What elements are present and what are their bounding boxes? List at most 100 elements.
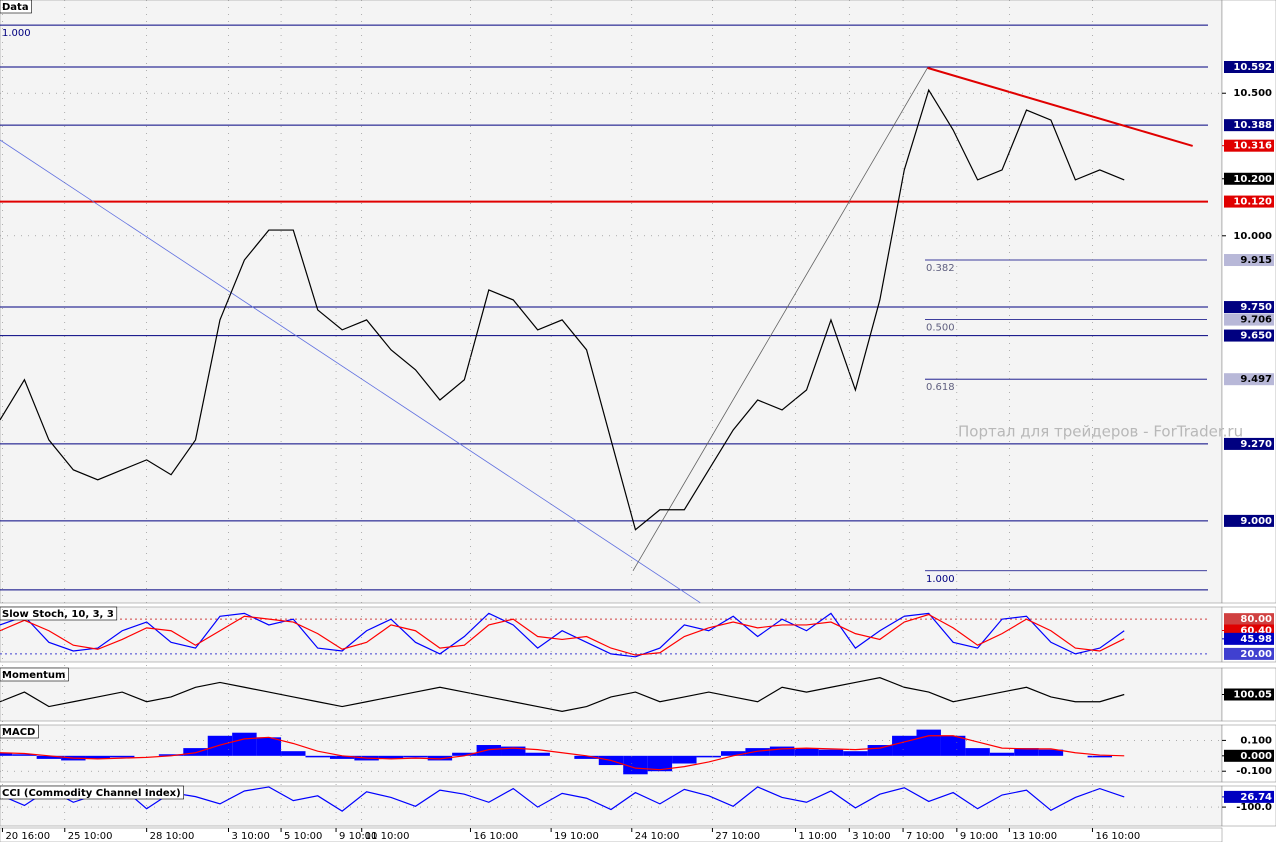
x-tick-label: 25 10:00 — [68, 831, 113, 842]
histogram-bar — [232, 732, 257, 756]
panel-title: Momentum — [2, 670, 65, 681]
axis-label: 9.497 — [1240, 374, 1272, 385]
histogram-bar — [183, 748, 208, 756]
axis-label: 9.270 — [1240, 439, 1272, 450]
x-tick-label: 9 10:00 — [960, 831, 998, 842]
y-tick-label: -0.100 — [1236, 766, 1272, 777]
axis-label: 10.316 — [1233, 141, 1272, 152]
histogram-bar — [769, 746, 795, 756]
axis-label: 100.05 — [1233, 690, 1272, 701]
x-tick-label: 16 10:00 — [473, 831, 518, 842]
axis-label: 26.74 — [1240, 792, 1272, 803]
histogram-bar — [256, 737, 282, 756]
histogram-bar — [818, 749, 844, 756]
axis-label: 10.592 — [1233, 62, 1272, 73]
axis-label-box — [1224, 514, 1274, 527]
histogram-bar — [647, 755, 673, 772]
x-tick-label: 11 10:00 — [365, 831, 410, 842]
x-tick-label: 3 10:00 — [232, 831, 270, 842]
axis-label: 10.200 — [1233, 174, 1272, 185]
histogram-bar — [476, 745, 502, 756]
series-line — [0, 735, 1125, 771]
histogram-bar — [0, 752, 13, 756]
fib-ratio: 0.618 — [926, 382, 955, 393]
histogram-bar — [12, 754, 37, 756]
histogram-bar — [916, 729, 941, 756]
x-tick-label: 16 10:00 — [1095, 831, 1140, 842]
histogram-bar — [574, 755, 599, 759]
histogram-bar — [501, 746, 526, 756]
panel-background — [0, 667, 1223, 722]
x-tick-label: 27 10:00 — [715, 831, 760, 842]
axis-label-box — [1224, 301, 1274, 314]
y-tick-label: 10.000 — [1233, 231, 1272, 242]
x-tick-label: 5 10:00 — [284, 831, 322, 842]
panel-title: Data — [2, 2, 29, 13]
histogram-bar — [305, 755, 330, 758]
axis-label-box — [1224, 61, 1274, 73]
panel-title: Slow Stoch, 10, 3, 3 — [2, 609, 114, 620]
histogram-bar — [329, 755, 355, 759]
axis-label: 60.40 — [1240, 626, 1272, 637]
histogram-bar — [525, 752, 550, 756]
axis-label-box — [1224, 688, 1274, 701]
panel-title: MACD — [2, 727, 35, 738]
trend-line — [927, 66, 1193, 147]
axis-label-box — [1224, 647, 1274, 660]
x-tick-label: 13 10:00 — [1012, 831, 1057, 842]
axis-label: 9.650 — [1240, 331, 1272, 342]
histogram-bar — [281, 751, 306, 756]
histogram-bar — [85, 755, 110, 759]
histogram-bar — [36, 755, 62, 759]
y-tick-label: 10.500 — [1233, 88, 1272, 99]
histogram-bar — [843, 751, 868, 756]
histogram-bar — [989, 752, 1015, 756]
panel-background — [0, 0, 1223, 604]
histogram-bar — [427, 755, 453, 761]
axis-label: 9.750 — [1240, 302, 1272, 313]
axis-label-box — [1224, 172, 1274, 185]
panel-title: CCI (Commodity Channel Index) — [2, 788, 181, 799]
fib-ratio: 1.000 — [926, 574, 955, 585]
panel-background — [0, 785, 1223, 827]
axis-label: 45.98 — [1240, 634, 1272, 645]
series-line — [0, 677, 1125, 712]
histogram-bar — [940, 735, 966, 756]
watermark: Портал для трейдеров - ForTrader.ru — [958, 423, 1243, 441]
axis-label-box — [1224, 329, 1274, 342]
axis-label: 9.915 — [1240, 255, 1272, 266]
axis-label-box — [1224, 373, 1274, 386]
histogram-bar — [672, 755, 697, 764]
panel-title-box — [0, 606, 118, 621]
series-line — [0, 786, 1125, 812]
x-tick-label: 20 16:00 — [5, 831, 50, 842]
histogram-bar — [207, 735, 233, 756]
histogram-bar — [892, 735, 917, 756]
fib-ratio: 0.500 — [926, 323, 955, 334]
histogram-bar — [867, 745, 893, 756]
axis-label-box — [1224, 632, 1274, 645]
x-tick-label: 7 10:00 — [906, 831, 944, 842]
x-tick-label: 3 10:00 — [852, 831, 890, 842]
axis-label: 80.00 — [1240, 614, 1272, 625]
y-tick-label: 0.100 — [1240, 735, 1272, 746]
axis-label-box — [1224, 119, 1274, 132]
histogram-bar — [109, 755, 135, 758]
axis-label-box — [1224, 195, 1274, 208]
panel-title-box — [0, 724, 39, 739]
x-tick-label: 9 10:00 — [339, 831, 377, 842]
axis-label-box — [1224, 749, 1274, 762]
panel-background — [0, 606, 1223, 663]
axis-label: 10.120 — [1233, 197, 1272, 208]
histogram-bar — [794, 748, 819, 756]
series-line — [0, 88, 1125, 531]
series-line — [0, 613, 1125, 656]
histogram-bar — [378, 755, 404, 759]
x-tick-label: 24 10:00 — [635, 831, 680, 842]
histogram-bar — [696, 755, 721, 758]
axis-label-box — [1224, 437, 1274, 450]
series-line — [0, 612, 1125, 658]
panel-title-box — [0, 0, 32, 14]
axis-label: 20.00 — [1240, 649, 1272, 660]
